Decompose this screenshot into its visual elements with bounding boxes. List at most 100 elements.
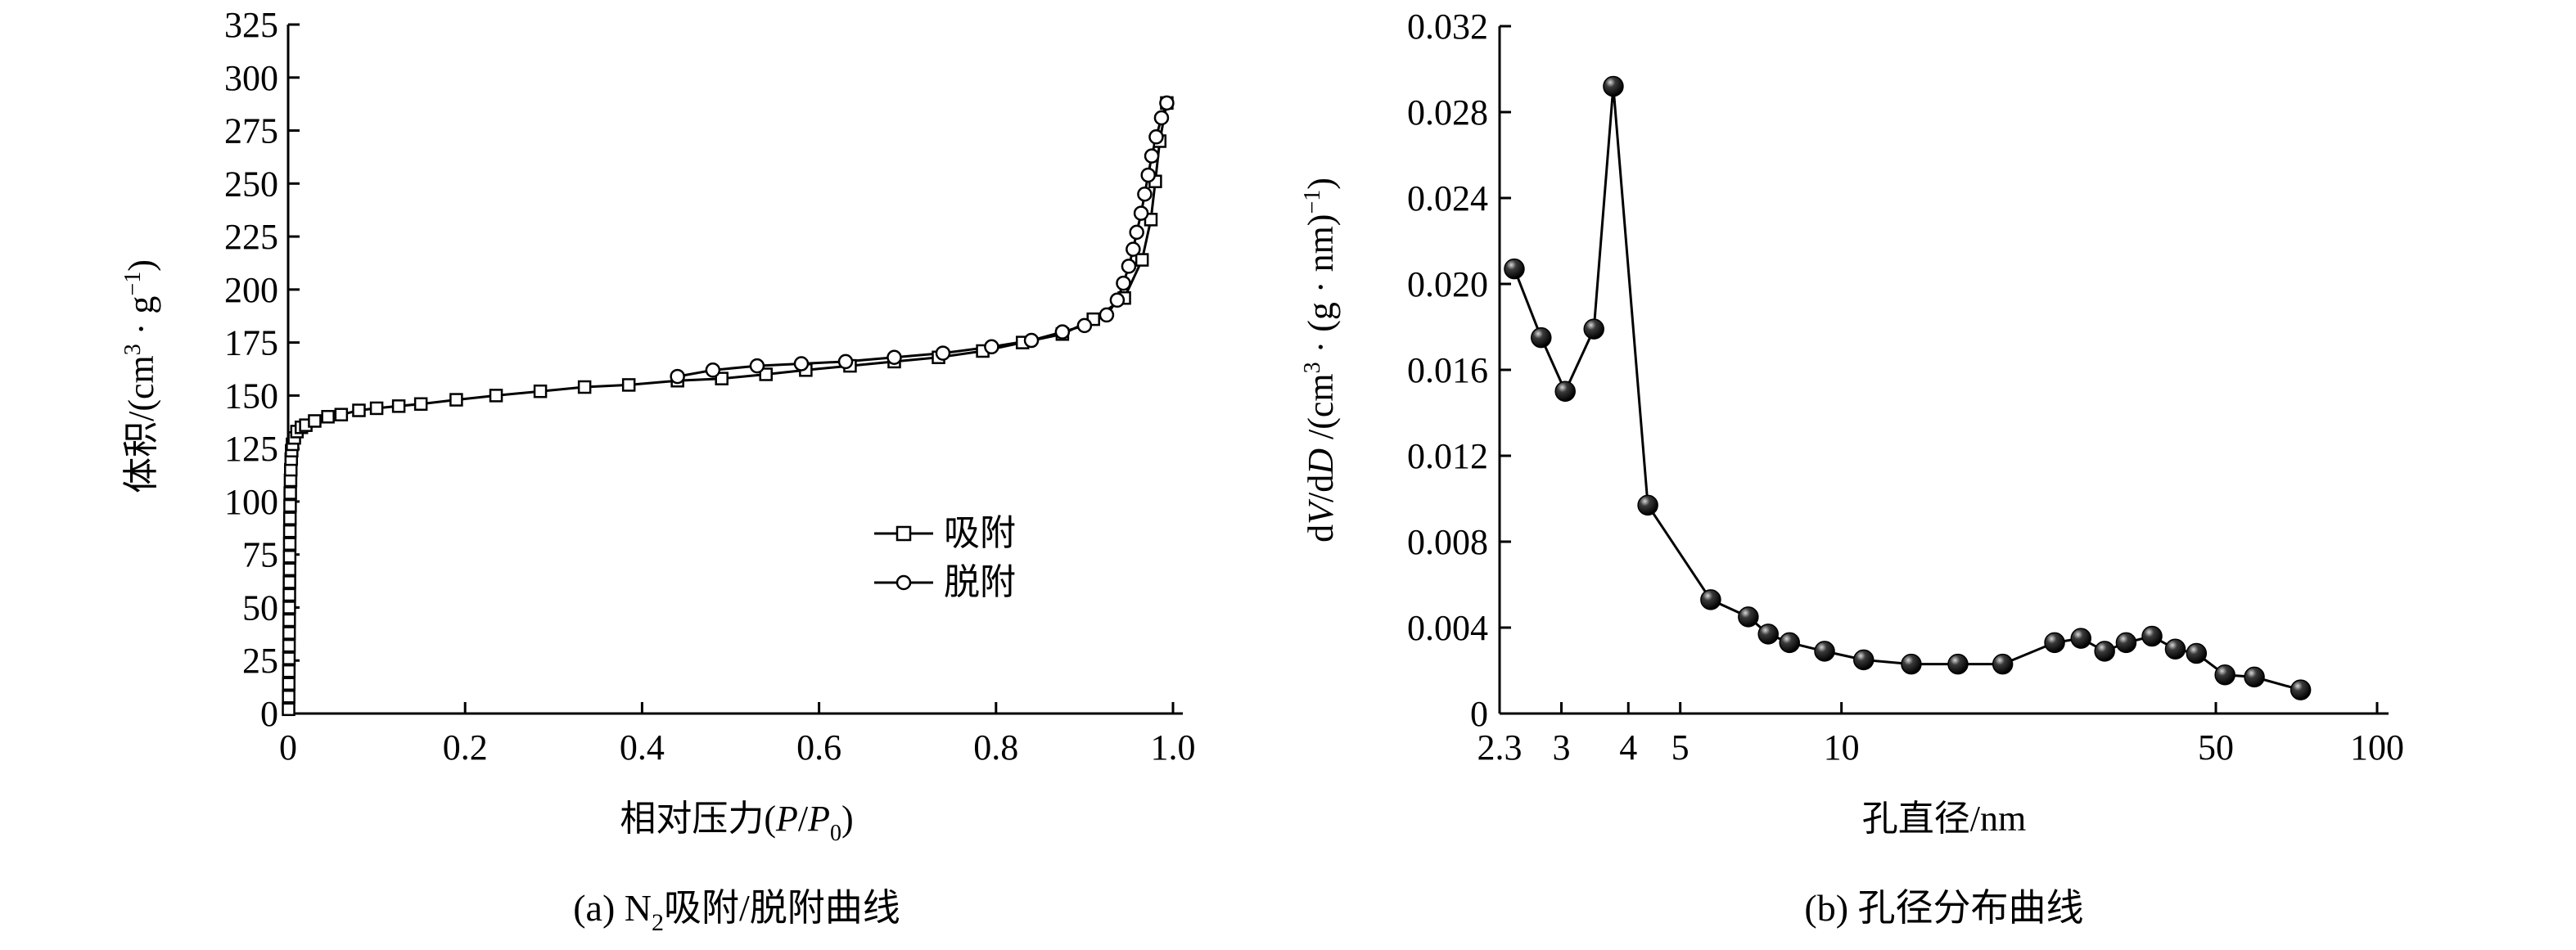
- y-tick-label: 175: [224, 323, 278, 363]
- y-tick-label: 0.020: [1407, 264, 1488, 304]
- adsorption-point: [413, 397, 428, 411]
- adsorption-point: [283, 498, 297, 513]
- desorption-point: [1121, 259, 1137, 274]
- adsorption-point: [352, 403, 366, 417]
- chart-a-y-label: 体积/(cm3 · g−1): [120, 259, 161, 493]
- y-tick-label: 0.016: [1407, 350, 1488, 390]
- adsorption-point: [759, 367, 773, 381]
- desorption-point: [1129, 224, 1144, 241]
- desorption-point: [1133, 205, 1149, 221]
- adsorption-point: [282, 524, 297, 538]
- y-tick-label: 0.024: [1407, 178, 1488, 218]
- desorption-point: [1076, 317, 1093, 334]
- chart-a-caption: (a) N2吸附/脱附曲线: [573, 887, 900, 936]
- legend-marker-circle: [896, 574, 912, 591]
- adsorption-point: [334, 407, 349, 421]
- desorption-point: [1159, 95, 1175, 111]
- desorption-point: [1153, 110, 1170, 126]
- adsorption-point: [282, 626, 296, 640]
- adsorption-point: [715, 371, 729, 385]
- y-tick-label: 0.008: [1407, 522, 1488, 562]
- desorption-point: [793, 356, 810, 371]
- desorption-point: [1148, 129, 1164, 145]
- y-tick-label: 0.032: [1407, 7, 1488, 47]
- y-tick-label: 300: [224, 58, 278, 98]
- adsorption-point: [321, 410, 335, 424]
- adsorption-point: [489, 389, 503, 403]
- legend-label-desorption: 脱附: [944, 562, 1016, 602]
- desorption-point: [984, 339, 999, 355]
- chart-a-y-ticks: 0 25 50 75 100 125 150 175 200 225 250 275 300 325: [224, 5, 300, 734]
- y-tick-label: 0: [1470, 694, 1488, 734]
- adsorption-point: [308, 414, 322, 428]
- y-tick-label: 275: [224, 111, 278, 151]
- desorption-point: [1109, 292, 1126, 308]
- x-tick-label: 0.6: [796, 727, 841, 768]
- adsorption-point: [369, 401, 384, 416]
- chart-a-series: [282, 95, 1175, 717]
- data-point: [1757, 624, 1779, 645]
- desorption-point: [935, 345, 951, 361]
- y-tick-label: 0: [260, 694, 278, 734]
- x-tick-label: 0: [279, 727, 297, 768]
- adsorption-point: [282, 550, 297, 564]
- data-point: [1992, 653, 2014, 675]
- chart-a-legend: 吸附 脱附: [874, 513, 1016, 602]
- data-point: [1504, 258, 1525, 280]
- data-point: [1852, 649, 1874, 671]
- data-point: [1700, 589, 1721, 610]
- chart-b-caption: (b) 孔径分布曲线: [1804, 887, 2083, 929]
- series-line-desorption: [677, 102, 1168, 378]
- adsorption-point: [282, 638, 296, 653]
- adsorption-point: [282, 588, 296, 602]
- data-point: [1583, 318, 1604, 340]
- chart-a-x-label: 相对压力(P/P0): [620, 799, 853, 846]
- adsorption-point: [282, 575, 296, 589]
- desorption-point: [837, 353, 854, 370]
- desorption-point: [1023, 332, 1040, 349]
- desorption-point: [1126, 241, 1141, 257]
- y-tick-label: 0.028: [1407, 92, 1488, 133]
- data-point: [1554, 380, 1576, 402]
- chart-b-x-label: 孔直径/nm: [1862, 799, 2026, 839]
- y-tick-label: 0.004: [1407, 608, 1488, 648]
- y-tick-label: 50: [242, 588, 278, 628]
- adsorption-point: [282, 562, 296, 577]
- adsorption-point: [1135, 253, 1149, 267]
- x-tick-label: 0.2: [443, 727, 488, 768]
- adsorption-point: [282, 677, 296, 691]
- adsorption-point: [577, 380, 592, 394]
- desorption-point: [1116, 275, 1131, 291]
- y-tick-label: 125: [224, 429, 278, 469]
- adsorption-point: [391, 399, 406, 413]
- x-tick-label: 1.0: [1151, 727, 1196, 768]
- desorption-point: [749, 358, 765, 374]
- data-point: [2070, 628, 2091, 649]
- adsorption-point: [282, 613, 296, 628]
- data-point: [2094, 641, 2115, 662]
- y-tick-label: 0.012: [1407, 436, 1488, 476]
- data-point: [2164, 638, 2186, 660]
- desorption-point: [886, 349, 902, 366]
- y-tick-label: 150: [224, 376, 278, 416]
- data-point: [1603, 75, 1624, 97]
- data-point: [1901, 653, 1922, 675]
- data-point: [2214, 664, 2235, 686]
- desorption-point: [1140, 167, 1156, 183]
- data-point: [2244, 666, 2265, 688]
- adsorption-point: [282, 651, 296, 665]
- data-point: [2044, 632, 2065, 654]
- desorption-point: [1054, 324, 1071, 340]
- legend-marker-square: [896, 525, 912, 542]
- y-tick-label: 25: [242, 641, 278, 681]
- chart-b-x-ticks: 2.3 3 4 5 10 50 100: [1477, 702, 2404, 768]
- x-tick-label: 0.8: [973, 727, 1018, 768]
- y-tick-label: 200: [224, 270, 278, 310]
- data-point: [2141, 625, 2163, 647]
- y-tick-label: 100: [224, 482, 278, 522]
- data-point: [1947, 653, 1969, 675]
- chart-b-pore-size-distribution: 0 0.004 0.008 0.012 0.016 0.020 0.024 0.028 0.03…: [1300, 7, 2404, 929]
- adsorption-point: [533, 384, 548, 398]
- chart-b-y-label: dV/dD /(cm3 · (g · nm)−1): [1300, 178, 1341, 543]
